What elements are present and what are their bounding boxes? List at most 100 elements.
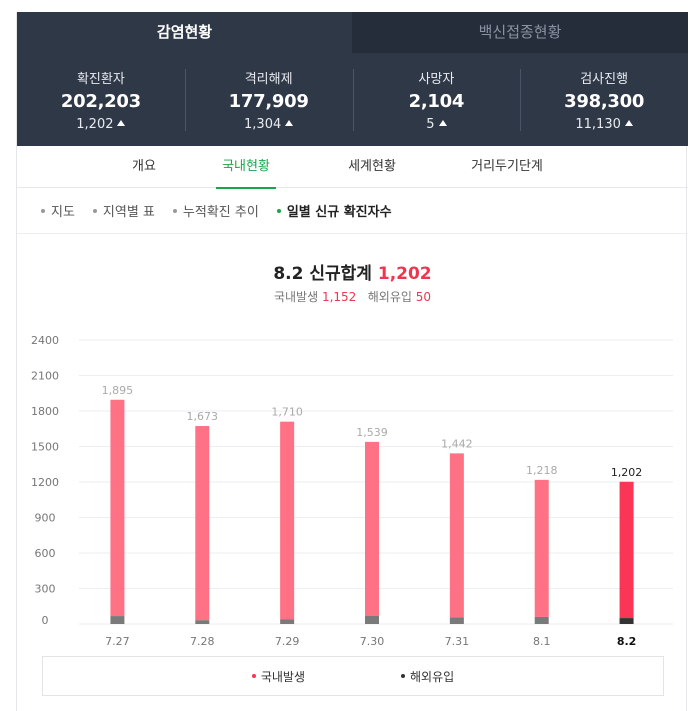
y-tick-label: 300: [35, 583, 56, 596]
x-tick-label: 7.28: [190, 635, 215, 648]
legend-label: 해외유입: [410, 669, 455, 684]
stats-row: 확진환자 202,203 1,202 격리해제 177,909 1,304 사망…: [17, 53, 688, 146]
sub-tabs: 개요 국내현황 세계현황 거리두기단계: [17, 146, 688, 189]
data-label: 1,202: [611, 466, 643, 479]
filter-label: 지도: [51, 205, 75, 220]
bullet-icon: [41, 208, 45, 213]
data-label: 1,218: [526, 464, 558, 477]
x-tick-label: 7.29: [275, 635, 300, 648]
bar-domestic: [280, 421, 295, 620]
legend-dot-icon: [251, 674, 256, 678]
data-label: 1,895: [102, 384, 134, 397]
stat-delta: 1,202: [17, 117, 185, 132]
subtitle-overseas-value: 50: [415, 290, 432, 304]
y-tick-label: 0: [42, 614, 49, 627]
summary-header: 감염현황 백신접종현황 확진환자 202,203 1,202 격리해제 177,…: [17, 12, 688, 146]
y-tick-label: 1200: [31, 476, 59, 489]
y-tick-label: 2100: [31, 370, 59, 383]
stat-delta-value: 1,202: [76, 117, 114, 132]
stat-delta: 1,304: [185, 117, 353, 132]
bar-overseas: [619, 618, 634, 624]
subtab-world[interactable]: 세계현황: [348, 159, 396, 174]
chart-filters: 지도 지역별 표 누적확진 추이 일별 신규 확진자수: [17, 188, 688, 234]
stat-deaths: 사망자 2,104 5: [352, 53, 521, 146]
bar-overseas: [110, 616, 125, 624]
x-tick-label: 8.2: [617, 635, 637, 648]
up-arrow-icon: [117, 120, 126, 126]
subtab-domestic[interactable]: 국내현황: [216, 146, 276, 189]
bar-domestic: [619, 481, 634, 619]
chart-title-total: 1,202: [377, 264, 432, 284]
subtitle-domestic-value: 1,152: [321, 290, 357, 304]
bar-domestic: [449, 453, 464, 618]
legend-label: 국내발생: [260, 669, 305, 684]
stat-confirmed: 확진환자 202,203 1,202: [17, 53, 185, 146]
data-label: 1,673: [187, 410, 219, 423]
subtab-distancing-level[interactable]: 거리두기단계: [471, 159, 543, 174]
filter-cumulative-trend[interactable]: 누적확진 추이: [172, 201, 259, 220]
x-tick-label: 8.1: [533, 635, 551, 648]
bar-overseas: [365, 615, 379, 624]
subtitle-domestic-label: 국내발생: [273, 290, 319, 304]
subtitle-overseas-label: 해외유입: [367, 290, 412, 304]
x-tick-label: 7.30: [360, 635, 385, 648]
stat-value: 177,909: [228, 91, 309, 112]
bar-domestic: [110, 399, 125, 617]
chart-title-text: 8.2 신규합계: [273, 264, 372, 284]
up-arrow-icon: [285, 120, 294, 126]
stat-label: 격리해제: [244, 72, 293, 87]
bullet-icon: [276, 208, 281, 213]
bar-overseas: [280, 619, 295, 624]
data-label: 1,539: [356, 426, 388, 439]
x-tick-label: 7.31: [445, 635, 470, 648]
data-label: 1,710: [271, 406, 303, 419]
chart-title: 8.2 신규합계 1,202: [17, 259, 688, 284]
bar-domestic: [365, 441, 379, 616]
filter-label: 누적확진 추이: [182, 205, 259, 220]
tab-vaccination-status[interactable]: 백신접종현황: [352, 12, 688, 53]
chart-subtitle: 국내발생 1,152 해외유입 50: [17, 288, 688, 305]
data-label: 1,442: [441, 437, 473, 450]
bar-overseas: [195, 620, 210, 624]
filter-daily-new[interactable]: 일별 신규 확진자수: [276, 201, 392, 220]
bar-domestic: [534, 479, 549, 617]
x-tick-label: 7.27: [105, 635, 130, 648]
y-tick-label: 900: [35, 512, 56, 525]
y-tick-label: 2400: [31, 334, 59, 347]
stat-delta-value: 5: [426, 117, 435, 132]
stat-delta: 5: [353, 117, 521, 132]
legend-dot-icon: [401, 674, 405, 678]
stat-released: 격리해제 177,909 1,304: [184, 53, 353, 146]
filter-map[interactable]: 지도: [41, 201, 75, 220]
y-tick-label: 1500: [31, 441, 59, 454]
daily-cases-bar-chart: 0 300 600 900 1200 1500 1800 2100 2400 1,895 7.27 1…: [31, 334, 673, 648]
stat-testing: 검사진행 398,300 11,130: [520, 53, 688, 146]
bullet-icon: [172, 208, 177, 213]
filter-label: 지역별 표: [102, 205, 155, 220]
stat-label: 확진환자: [76, 72, 125, 87]
filter-region-table[interactable]: 지역별 표: [92, 201, 155, 220]
legend-domestic: 국내발생: [251, 668, 305, 685]
chart-legend: 국내발생 해외유입: [42, 656, 664, 696]
stat-label: 사망자: [418, 72, 455, 87]
covid-status-card: 감염현황 백신접종현황 확진환자 202,203 1,202 격리해제 177,…: [16, 12, 688, 711]
stat-delta-value: 11,130: [575, 117, 621, 132]
stat-label: 검사진행: [580, 72, 629, 87]
y-tick-label: 1800: [31, 405, 59, 418]
stat-value: 202,203: [60, 91, 141, 112]
bar-domestic: [195, 426, 210, 621]
stat-value: 2,104: [408, 91, 465, 112]
up-arrow-icon: [624, 120, 633, 126]
filter-label: 일별 신규 확진자수: [286, 205, 392, 220]
bullet-icon: [92, 208, 97, 213]
bar-overseas: [449, 617, 464, 624]
stat-delta: 11,130: [520, 117, 688, 132]
stat-delta-value: 1,304: [244, 117, 282, 132]
subtab-overview[interactable]: 개요: [132, 159, 156, 174]
stat-value: 398,300: [564, 91, 645, 112]
y-tick-label: 600: [35, 547, 56, 560]
up-arrow-icon: [438, 120, 447, 126]
tab-infection-status[interactable]: 감염현황: [17, 12, 352, 53]
bar-overseas: [534, 616, 549, 624]
legend-overseas: 해외유입: [401, 668, 454, 685]
